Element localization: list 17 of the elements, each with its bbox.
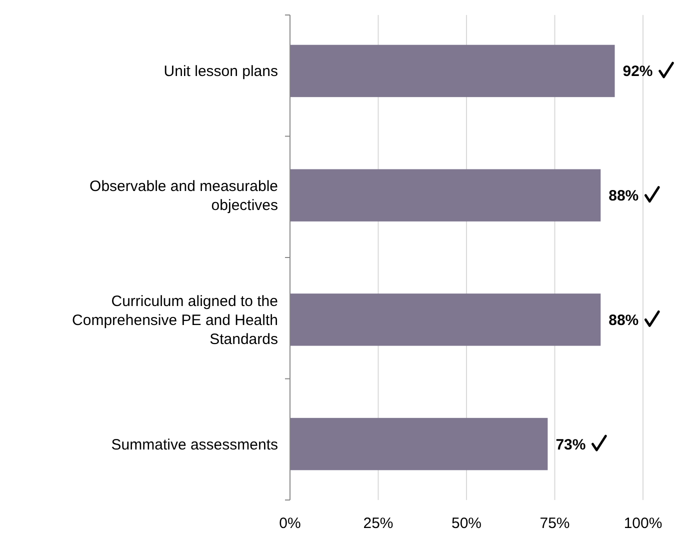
x-tick-label: 0%: [279, 515, 301, 532]
y-tick-label: Curriculum aligned to the Comprehensive PE and Health Standards: [72, 292, 278, 348]
x-tick-label: 25%: [363, 515, 394, 532]
x-tick-label: 75%: [540, 515, 570, 532]
x-tick-label: 50%: [451, 515, 482, 532]
y-tick-label: Summative assessments: [111, 436, 278, 454]
y-tick-label: Observable and measurable objectives: [90, 178, 278, 214]
data-label: 88%: [608, 188, 639, 205]
data-label: 92%: [622, 63, 653, 80]
data-label: 73%: [556, 436, 586, 454]
x-tick-label: 100%: [624, 515, 662, 532]
bar: [290, 294, 601, 346]
data-label: 88%: [608, 312, 639, 329]
bar: [290, 418, 548, 470]
y-tick-label: Unit lesson plans: [164, 63, 278, 80]
bar: [290, 44, 615, 98]
bar: [290, 169, 601, 222]
